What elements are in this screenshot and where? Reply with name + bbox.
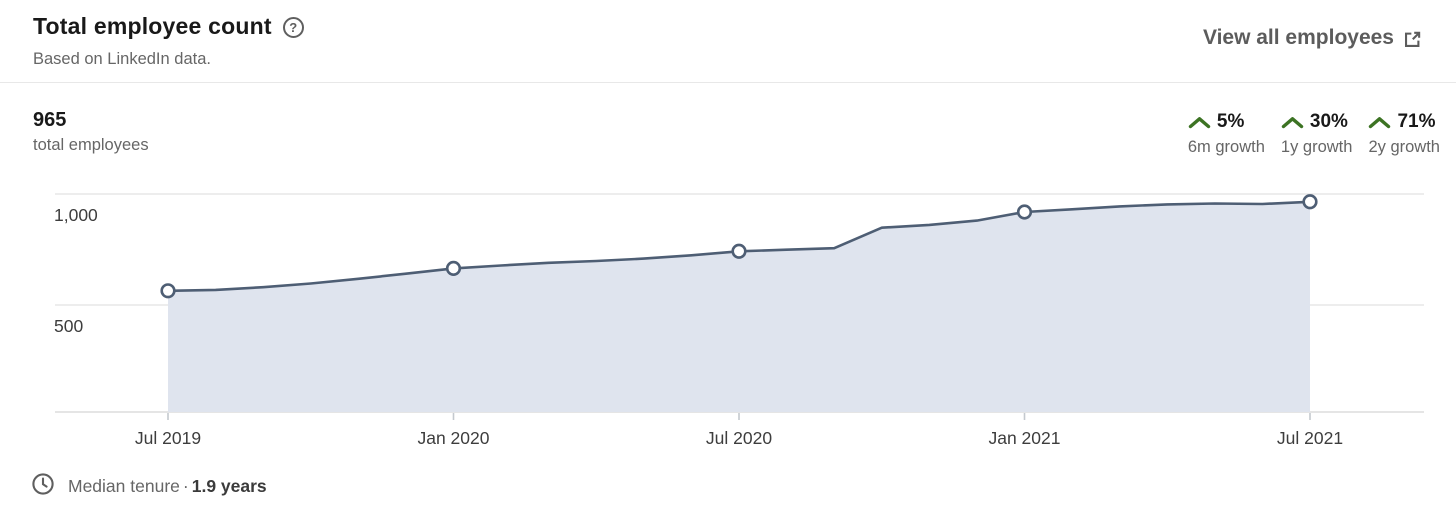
employee-count-chart: 500 1,000 Jul 2019 Jan 2020 Jul 2020 Jan 2021… <box>54 193 1424 448</box>
external-link-icon <box>1403 28 1422 49</box>
median-tenure-label: Median tenure <box>68 476 180 496</box>
growth-stat-1y: 30% 1y growth <box>1281 110 1353 157</box>
growth-percent: 71% <box>1397 111 1436 132</box>
x-axis-tick-label: Jul 2019 <box>135 428 201 448</box>
growth-stats-row: 5% 6m growth 30% 1y growth 71% 2y growth <box>1188 110 1440 157</box>
median-tenure-value: 1.9 years <box>191 476 267 496</box>
data-point-marker[interactable] <box>1302 194 1318 210</box>
growth-percent: 30% <box>1309 111 1348 132</box>
view-all-label: View all employees <box>1202 26 1394 49</box>
y-axis-tick-label: 1,000 <box>54 205 98 225</box>
title-row: Total employee count ? <box>33 13 304 40</box>
x-axis-tick-label: Jan 2021 <box>988 428 1060 448</box>
x-axis-tick-label: Jul 2020 <box>706 428 772 448</box>
total-employees-value: 965 <box>33 109 67 131</box>
separator: · <box>182 476 189 496</box>
y-axis-tick-label: 500 <box>54 316 83 336</box>
view-all-employees-link[interactable]: View all employees <box>1203 26 1422 50</box>
page-title: Total employee count <box>33 13 272 39</box>
area-fill <box>168 201 1310 412</box>
growth-label: 2y growth <box>1368 138 1440 156</box>
x-axis-tick-label: Jul 2021 <box>1277 428 1343 448</box>
card-header: Total employee count ? Based on LinkedIn… <box>0 0 1456 83</box>
help-icon[interactable]: ? <box>282 17 304 38</box>
data-point-marker[interactable] <box>160 283 176 299</box>
chevron-up-icon <box>1368 116 1391 129</box>
card-footer: Median tenure · 1.9 years <box>31 472 267 501</box>
median-tenure-text: Median tenure · 1.9 years <box>68 476 267 497</box>
total-employees-label: total employees <box>33 136 149 154</box>
growth-stat-2y: 71% 2y growth <box>1368 110 1440 157</box>
growth-label: 6m growth <box>1187 138 1265 156</box>
data-point-marker[interactable] <box>445 260 462 276</box>
x-axis-tick-label: Jan 2020 <box>417 428 489 448</box>
card-subtitle: Based on LinkedIn data. <box>33 50 211 68</box>
chevron-up-icon <box>1281 116 1304 129</box>
growth-percent: 5% <box>1216 111 1245 132</box>
data-point-marker[interactable] <box>731 243 747 259</box>
chevron-up-icon <box>1188 116 1211 129</box>
data-point-marker[interactable] <box>1016 204 1033 220</box>
growth-label: 1y growth <box>1280 138 1353 156</box>
clock-icon <box>31 472 55 501</box>
growth-stat-6m: 5% 6m growth <box>1188 110 1265 157</box>
